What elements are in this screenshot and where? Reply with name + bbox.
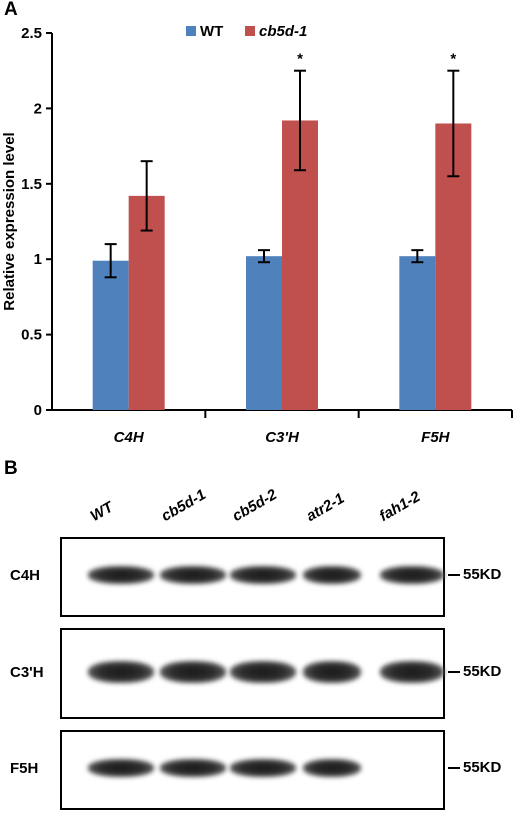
band-C4H-WT (88, 566, 154, 584)
blot-label-0: C4H (10, 567, 41, 584)
lane-label-cb5d-1: cb5d-1 (158, 486, 209, 525)
marker-label: 55KD (463, 662, 502, 680)
lane-label-fah1-2: fah1-2 (376, 488, 424, 525)
marker-label: 55KD (463, 566, 502, 583)
legend-label: WT (200, 23, 223, 40)
blot-label-2: F5H (10, 760, 39, 777)
lane-label-cb5d-2: cb5d-2 (229, 486, 280, 525)
marker-tick (448, 574, 460, 576)
y-tick-label: 0 (34, 402, 42, 419)
panel-a-letter: A (4, 0, 18, 20)
lane-label-atr2-1: atr2-1 (303, 489, 348, 525)
category-label: C4H (114, 429, 145, 446)
y-tick-label: 2.5 (21, 25, 42, 42)
lane-label-WT: WT (87, 498, 117, 525)
band-C3'H-atr2-1 (303, 660, 361, 683)
marker-label: 55KD (463, 759, 502, 776)
blot-label-1: C3'H (10, 663, 44, 681)
bar-WT-F5H (399, 256, 436, 410)
category-label: C3'H (265, 429, 300, 446)
legend-swatch-cb5d-1 (245, 26, 255, 36)
band-C4H-cb5d-1 (160, 566, 226, 584)
legend-swatch-WT (186, 26, 196, 36)
significance-star: * (450, 51, 456, 68)
band-C3'H-WT (88, 660, 154, 683)
y-tick-label: 1 (34, 251, 42, 268)
y-tick-label: 1.5 (21, 176, 42, 193)
bar-WT-C4H (92, 260, 129, 410)
marker-tick (448, 767, 460, 769)
band-F5H-cb5d-1 (160, 759, 226, 777)
marker-tick (448, 670, 460, 673)
expression-bar-chart: 0 0.5 1 1.5 2 2.5 Relative expression level C4H… (1, 23, 513, 446)
y-tick-label: 0.5 (21, 327, 42, 344)
band-C3'H-cb5d-1 (160, 660, 226, 683)
band-F5H-cb5d-2 (230, 759, 296, 777)
band-C4H-fah1-2 (380, 566, 444, 584)
bar-WT-C3'H (246, 256, 282, 410)
band-F5H-WT (88, 759, 154, 777)
band-C4H-cb5d-2 (230, 566, 296, 584)
band-C3'H-cb5d-2 (230, 660, 296, 683)
y-axis-label: Relative expression level (1, 132, 18, 310)
band-F5H-atr2-1 (303, 759, 361, 777)
band-C3'H-fah1-2 (380, 660, 444, 683)
band-C4H-atr2-1 (303, 566, 361, 584)
significance-star: * (297, 51, 303, 68)
y-tick-label: 2 (34, 100, 42, 117)
panel-b-letter: B (4, 458, 18, 479)
category-label: F5H (421, 429, 451, 446)
legend-label: cb5d-1 (259, 23, 307, 40)
bar-cb5d-1-C4H (128, 195, 165, 410)
